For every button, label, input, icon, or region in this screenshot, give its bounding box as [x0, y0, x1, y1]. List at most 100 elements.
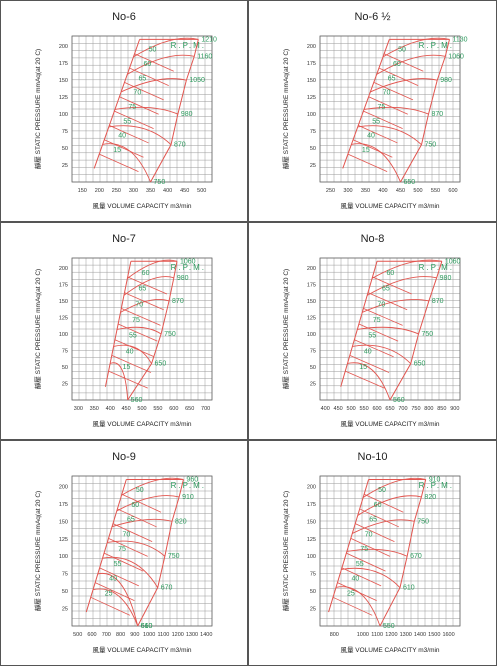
y-tick-label: 25: [310, 163, 316, 169]
rpm-curve: [116, 326, 162, 335]
grid: [71, 475, 213, 627]
efficiency-line: [95, 582, 135, 601]
x-axis-label: 風量 VOLUME CAPACITY m3/min: [92, 420, 191, 428]
x-tick-label: 450: [334, 406, 343, 412]
efficiency-label: 50: [149, 47, 157, 54]
rpm-curve: [123, 276, 174, 296]
y-axis-label: 靜壓 STATIC PRESSURE mmAq(at 20 C): [33, 49, 42, 169]
x-tick-label: 1100: [371, 632, 383, 638]
efficiency-line: [358, 125, 398, 144]
efficiency-line: [341, 567, 382, 587]
efficiency-label: 40: [126, 348, 134, 355]
y-tick-label: 125: [307, 315, 316, 321]
efficiency-label: 65: [382, 286, 390, 293]
y-tick-label: 200: [307, 484, 316, 490]
efficiency-label: 15: [113, 147, 121, 154]
efficiency-line: [359, 508, 400, 528]
y-tick-label: 200: [59, 266, 68, 272]
efficiency-label: 70: [133, 90, 141, 97]
efficiency-label: 55: [123, 118, 131, 125]
efficiency-line: [104, 139, 144, 158]
y-tick-label: 200: [307, 266, 316, 272]
efficiency-line: [124, 82, 164, 101]
x-tick-label: 800: [116, 632, 125, 638]
y-tick-label: 125: [307, 537, 316, 543]
chart-svg: No-9 25 50 75 100 125 150 175 200 500 600 700 800 900…: [0, 440, 248, 666]
x-tick-label: 900: [130, 632, 139, 638]
rpm-value-label: 820: [424, 494, 436, 501]
chart-title: No-6 ½: [354, 11, 390, 23]
efficiency-label: 70: [123, 531, 131, 538]
efficiency-line: [129, 67, 169, 86]
rpm-curve: [116, 495, 180, 512]
y-tick-label: 125: [59, 95, 68, 101]
chart-panel: No-6 ½ 25 50 75 100 125 150 175 200 250 300 350 400 4…: [248, 0, 497, 222]
y-tick-label: 50: [310, 365, 316, 371]
rpm-curve: [362, 298, 429, 313]
efficiency-line: [373, 82, 414, 101]
rpm-curve: [113, 344, 152, 364]
x-tick-label: 700: [102, 632, 111, 638]
x-tick-label: 350: [146, 188, 155, 194]
rpm-value-label: 650: [155, 361, 167, 368]
efficiency-label: 55: [368, 333, 376, 340]
rpm-curve: [341, 567, 401, 588]
efficiency-label: 65: [388, 75, 396, 82]
efficiency-line: [332, 596, 373, 616]
rpm-label: R.P.M.: [171, 41, 206, 50]
y-tick-label: 25: [62, 163, 68, 169]
y-tick-label: 150: [307, 78, 316, 84]
efficiency-line: [121, 307, 161, 326]
y-tick-label: 25: [62, 607, 68, 613]
x-tick-label: 150: [78, 188, 87, 194]
efficiency-label: 15: [362, 147, 370, 154]
rpm-curve: [335, 586, 381, 627]
y-tick-label: 25: [62, 381, 68, 387]
efficiency-line: [363, 493, 404, 513]
rpm-value-label: 870: [432, 298, 444, 305]
rpm-value-label: 1060: [180, 258, 196, 265]
efficiency-line: [358, 323, 399, 342]
y-axis-label: 靜壓 STATIC PRESSURE mmAq(at 20 C): [33, 491, 42, 611]
chart-title: No-8: [361, 233, 385, 245]
x-tick-label: 550: [431, 188, 440, 194]
plot-frame: [71, 257, 213, 401]
x-tick-label: 300: [74, 406, 83, 412]
y-tick-label: 25: [310, 607, 316, 613]
efficiency-line: [346, 552, 386, 572]
y-tick-label: 150: [59, 519, 68, 525]
rpm-value-label: 980: [177, 275, 189, 282]
x-tick-label: 1200: [172, 632, 184, 638]
x-tick-label: 1100: [158, 632, 170, 638]
x-tick-label: 600: [448, 188, 457, 194]
y-axis-label: 靜壓 STATIC PRESSURE mmAq(at 20 C): [281, 49, 290, 169]
efficiency-label: 40: [364, 348, 372, 355]
x-tick-label: 500: [73, 632, 82, 638]
efficiency-label: 75: [360, 546, 368, 553]
chart-title: No-10: [358, 451, 388, 463]
chart-svg: No-6 ½ 25 50 75 100 125 150 175 200 250 300 350 400 4…: [248, 0, 497, 222]
efficiency-label: 50: [398, 47, 406, 54]
rpm-value-label: 870: [432, 111, 444, 118]
left-boundary-line: [93, 39, 141, 169]
efficiency-label: 75: [132, 317, 140, 324]
plot-frame: [319, 475, 461, 627]
rpm-curve: [111, 518, 173, 528]
panel-border: [0, 440, 248, 666]
rpm-curve: [347, 362, 391, 401]
x-tick-label: 1200: [385, 632, 397, 638]
efficiency-line: [127, 276, 168, 295]
x-tick-label: 500: [197, 188, 206, 194]
efficiency-line: [119, 96, 159, 115]
panel-border: [248, 0, 497, 222]
x-tick-label: 450: [121, 406, 130, 412]
rpm-value-label: 560: [131, 397, 143, 404]
efficiency-line: [108, 538, 148, 557]
y-tick-label: 150: [59, 299, 68, 305]
right-boundary-line: [127, 261, 178, 401]
x-tick-label: 200: [95, 188, 104, 194]
x-axis-label: 風量 VOLUME CAPACITY m3/min: [340, 646, 439, 654]
efficiency-line: [367, 292, 408, 311]
rpm-curve: [346, 548, 408, 557]
